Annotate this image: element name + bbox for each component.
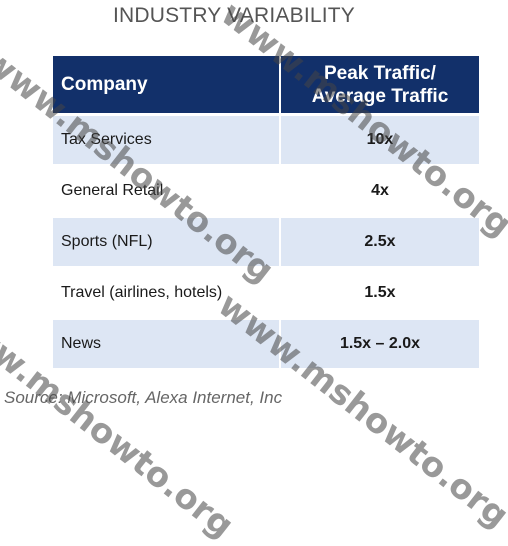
- table-row: General Retail 4x: [53, 164, 479, 215]
- table-row: Tax Services 10x: [53, 113, 479, 164]
- industry-variability-table: Company Peak Traffic/ Average Traffic Ta…: [53, 56, 479, 368]
- page-title: INDUSTRY VARIABILITY: [112, 4, 356, 27]
- ratio-cell: 10x: [278, 113, 479, 164]
- company-cell: News: [53, 317, 279, 368]
- table-row: Travel (airlines, hotels) 1.5x: [53, 266, 479, 317]
- table-header-row: Company Peak Traffic/ Average Traffic: [53, 56, 479, 113]
- ratio-cell: 4x: [278, 164, 479, 215]
- source-note: Source: Microsoft, Alexa Internet, Inc: [4, 388, 283, 407]
- table-row: Sports (NFL) 2.5x: [53, 215, 479, 266]
- company-cell: Sports (NFL): [53, 215, 279, 266]
- column-header-line-1: Peak Traffic/: [324, 62, 436, 84]
- ratio-cell: 1.5x: [278, 266, 479, 317]
- ratio-cell: 1.5x – 2.0x: [278, 317, 479, 368]
- company-cell: Tax Services: [53, 113, 279, 164]
- company-cell: General Retail: [53, 164, 279, 215]
- table-row: News 1.5x – 2.0x: [53, 317, 479, 368]
- column-header-peak-average-traffic: Peak Traffic/ Average Traffic: [278, 56, 479, 113]
- ratio-cell: 2.5x: [278, 215, 479, 266]
- column-header-line-2: Average Traffic: [311, 85, 449, 107]
- company-cell: Travel (airlines, hotels): [53, 266, 279, 317]
- column-header-company: Company: [53, 56, 279, 113]
